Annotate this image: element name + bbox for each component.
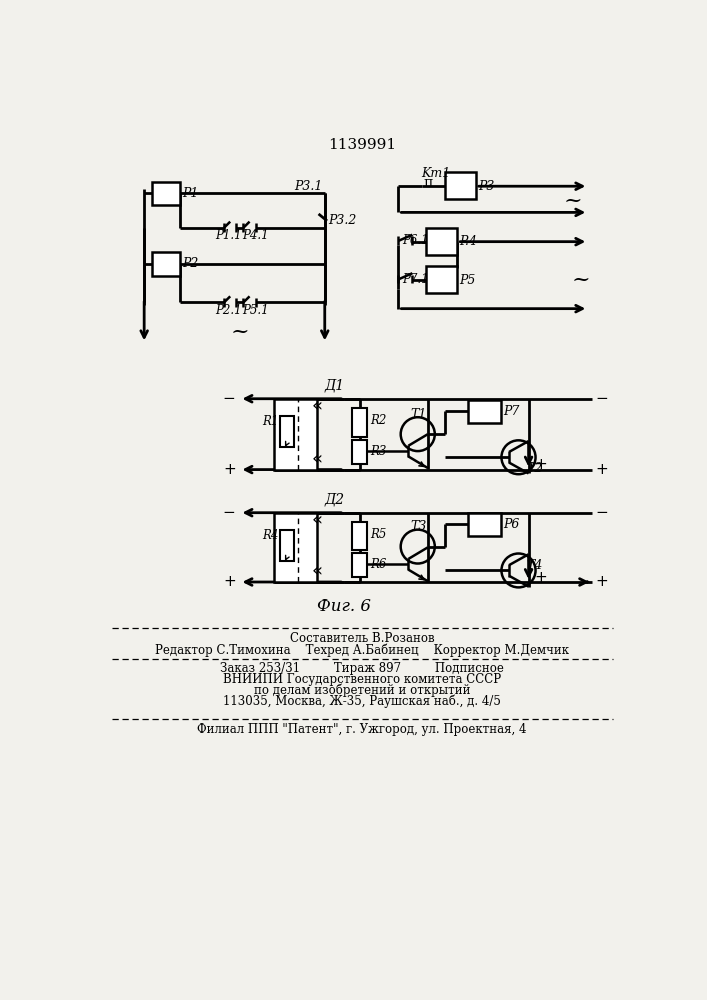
Text: «: « (312, 450, 322, 468)
Text: +: + (595, 574, 608, 589)
Text: P5.1: P5.1 (243, 304, 269, 317)
Text: Составитель В.Розанов: Составитель В.Розанов (290, 632, 434, 645)
Bar (152, 252, 180, 276)
Text: по делам изобретений и открытий: по делам изобретений и открытий (254, 684, 470, 697)
Text: R4: R4 (262, 529, 279, 542)
Text: P1.1: P1.1 (215, 229, 241, 242)
Text: ВНИИПИ Государственного комитета СССР: ВНИИПИ Государственного комитета СССР (223, 673, 501, 686)
Text: ~: ~ (563, 190, 582, 212)
Text: −: − (595, 391, 608, 406)
Bar (352, 553, 368, 577)
Text: π: π (423, 176, 433, 190)
Bar (280, 416, 293, 447)
Bar (352, 408, 368, 437)
Text: ~: ~ (230, 321, 249, 343)
Text: P6.1: P6.1 (402, 234, 429, 247)
Text: +: + (534, 457, 547, 472)
Text: «: « (312, 511, 322, 529)
Text: −: − (223, 505, 235, 520)
Text: Д1: Д1 (325, 379, 345, 393)
Text: R6: R6 (370, 558, 386, 571)
Text: T4: T4 (526, 559, 543, 572)
Text: Фиг. 6: Фиг. 6 (317, 598, 371, 615)
Text: P3.2: P3.2 (329, 214, 357, 227)
Text: +: + (595, 462, 608, 477)
Text: −: − (595, 505, 608, 520)
Text: Д2: Д2 (325, 493, 345, 507)
Text: R5: R5 (370, 528, 386, 541)
Text: Km1: Km1 (421, 167, 451, 180)
Text: P7.1: P7.1 (402, 273, 429, 286)
Text: P1: P1 (182, 187, 199, 200)
Text: +: + (534, 570, 547, 585)
Text: T1: T1 (410, 408, 426, 421)
Text: P2: P2 (182, 257, 199, 270)
Bar (445, 172, 476, 199)
Text: Заказ 253/31         Тираж 897         Подписное: Заказ 253/31 Тираж 897 Подписное (220, 662, 504, 675)
Bar (352, 440, 368, 464)
Bar (468, 400, 501, 423)
Text: T2: T2 (526, 462, 543, 475)
Text: «: « (312, 397, 322, 415)
Text: P.4: P.4 (460, 235, 477, 248)
Text: T3: T3 (410, 520, 426, 533)
Bar (152, 182, 180, 205)
Text: Редактор С.Тимохина    Техред А.Бабинец    Корректор М.Демчик: Редактор С.Тимохина Техред А.Бабинец Кор… (155, 643, 569, 657)
Bar (280, 530, 293, 561)
Text: ~: ~ (571, 269, 590, 291)
Text: P5: P5 (460, 274, 476, 287)
Bar (274, 399, 317, 470)
Text: P3: P3 (478, 180, 495, 193)
Text: P4.1: P4.1 (243, 229, 269, 242)
Text: −: − (223, 391, 235, 406)
Text: P2.1: P2.1 (215, 304, 241, 317)
Bar (274, 513, 317, 582)
Text: R2: R2 (370, 414, 386, 427)
Text: 1139991: 1139991 (328, 138, 396, 152)
Text: R1: R1 (262, 415, 279, 428)
Text: 113035, Москва, Ж-35, Раушская наб., д. 4/5: 113035, Москва, Ж-35, Раушская наб., д. … (223, 695, 501, 708)
Bar (352, 522, 368, 550)
Text: R3: R3 (370, 445, 386, 458)
Bar (468, 513, 501, 536)
Text: P7: P7 (503, 405, 520, 418)
Text: P6: P6 (503, 518, 520, 531)
Text: P3.1: P3.1 (293, 180, 322, 193)
Text: «: « (312, 562, 322, 580)
Text: Филиал ППП "Патент", г. Ужгород, ул. Проектная, 4: Филиал ППП "Патент", г. Ужгород, ул. Про… (197, 723, 527, 736)
Bar (426, 228, 457, 255)
Text: +: + (223, 574, 235, 589)
Bar (426, 266, 457, 293)
Text: +: + (223, 462, 235, 477)
